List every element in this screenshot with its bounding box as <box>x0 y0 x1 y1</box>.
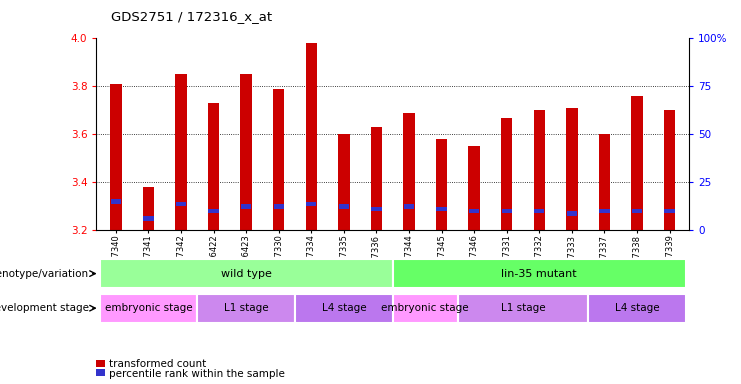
Text: embryonic stage: embryonic stage <box>382 303 469 313</box>
Text: L4 stage: L4 stage <box>322 303 366 313</box>
Text: GDS2751 / 172316_x_at: GDS2751 / 172316_x_at <box>111 10 272 23</box>
Bar <box>99 259 393 288</box>
Bar <box>273 204 284 209</box>
Bar <box>469 209 479 214</box>
Bar <box>371 207 382 211</box>
Bar <box>534 111 545 230</box>
Bar <box>241 204 251 209</box>
Text: percentile rank within the sample: percentile rank within the sample <box>109 369 285 379</box>
Bar <box>468 146 480 230</box>
Bar <box>393 259 686 288</box>
Text: L4 stage: L4 stage <box>615 303 659 313</box>
Bar <box>339 204 349 209</box>
Bar <box>273 89 285 230</box>
Bar <box>295 294 393 323</box>
Bar <box>208 209 219 214</box>
Bar <box>110 199 121 204</box>
Bar <box>110 84 122 230</box>
Bar <box>143 216 153 220</box>
Bar <box>567 212 577 216</box>
Bar <box>176 202 186 206</box>
Bar <box>599 209 610 214</box>
Bar <box>599 134 610 230</box>
Text: lin-35 mutant: lin-35 mutant <box>502 268 577 279</box>
Bar <box>502 209 512 214</box>
Bar <box>197 294 295 323</box>
Bar <box>370 127 382 230</box>
Bar <box>436 139 448 230</box>
Bar <box>143 187 154 230</box>
Bar <box>501 118 513 230</box>
Bar <box>404 204 414 209</box>
Text: embryonic stage: embryonic stage <box>104 303 192 313</box>
Bar <box>664 111 675 230</box>
Text: development stage: development stage <box>0 303 89 313</box>
Bar <box>99 294 197 323</box>
Bar <box>436 207 447 211</box>
Bar <box>403 113 415 230</box>
Bar <box>632 209 642 214</box>
Bar <box>306 202 316 206</box>
Bar <box>588 294 686 323</box>
Text: wild type: wild type <box>221 268 272 279</box>
Text: transformed count: transformed count <box>109 359 206 369</box>
Bar <box>458 294 588 323</box>
Bar <box>665 209 675 214</box>
Bar <box>176 74 187 230</box>
Text: L1 stage: L1 stage <box>501 303 545 313</box>
Text: L1 stage: L1 stage <box>224 303 268 313</box>
Bar <box>534 209 545 214</box>
Bar <box>305 43 317 230</box>
Bar <box>393 294 458 323</box>
Bar <box>338 134 350 230</box>
Bar <box>241 74 252 230</box>
Bar <box>631 96 642 230</box>
Text: genotype/variation: genotype/variation <box>0 268 89 279</box>
Bar <box>208 103 219 230</box>
Bar <box>566 108 577 230</box>
